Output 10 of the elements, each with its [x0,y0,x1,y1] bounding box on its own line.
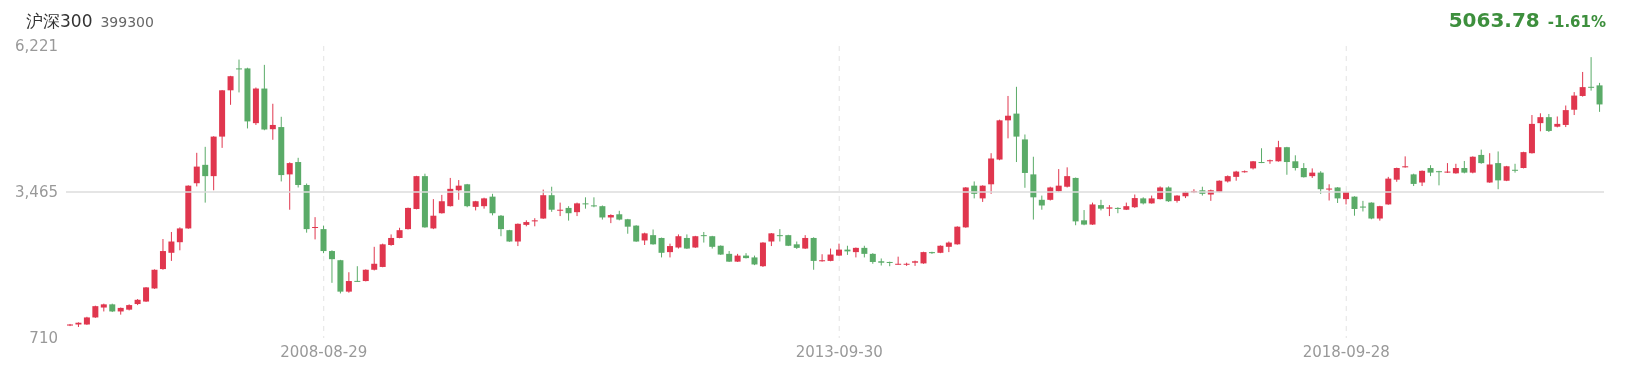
text: -1.61% [1547,13,1606,31]
chart-subtitle: 399300 [100,14,154,30]
chart-title: 沪深300 [26,11,93,31]
y-tick-label: 710 [29,329,58,348]
y-tick-label: 6,221 [15,37,58,56]
text: 5063.78 [1448,8,1540,32]
y-tick-label: 3,465 [15,183,58,202]
x-tick-label: 2008-08-29 [280,342,368,361]
x-tick-label: 2018-09-28 [1302,342,1390,361]
x-tick-label: 2013-09-30 [795,342,883,361]
